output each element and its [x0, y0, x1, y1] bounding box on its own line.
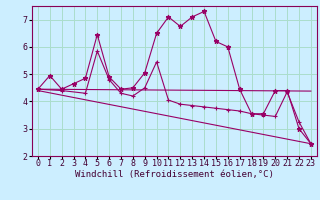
X-axis label: Windchill (Refroidissement éolien,°C): Windchill (Refroidissement éolien,°C)	[75, 170, 274, 179]
